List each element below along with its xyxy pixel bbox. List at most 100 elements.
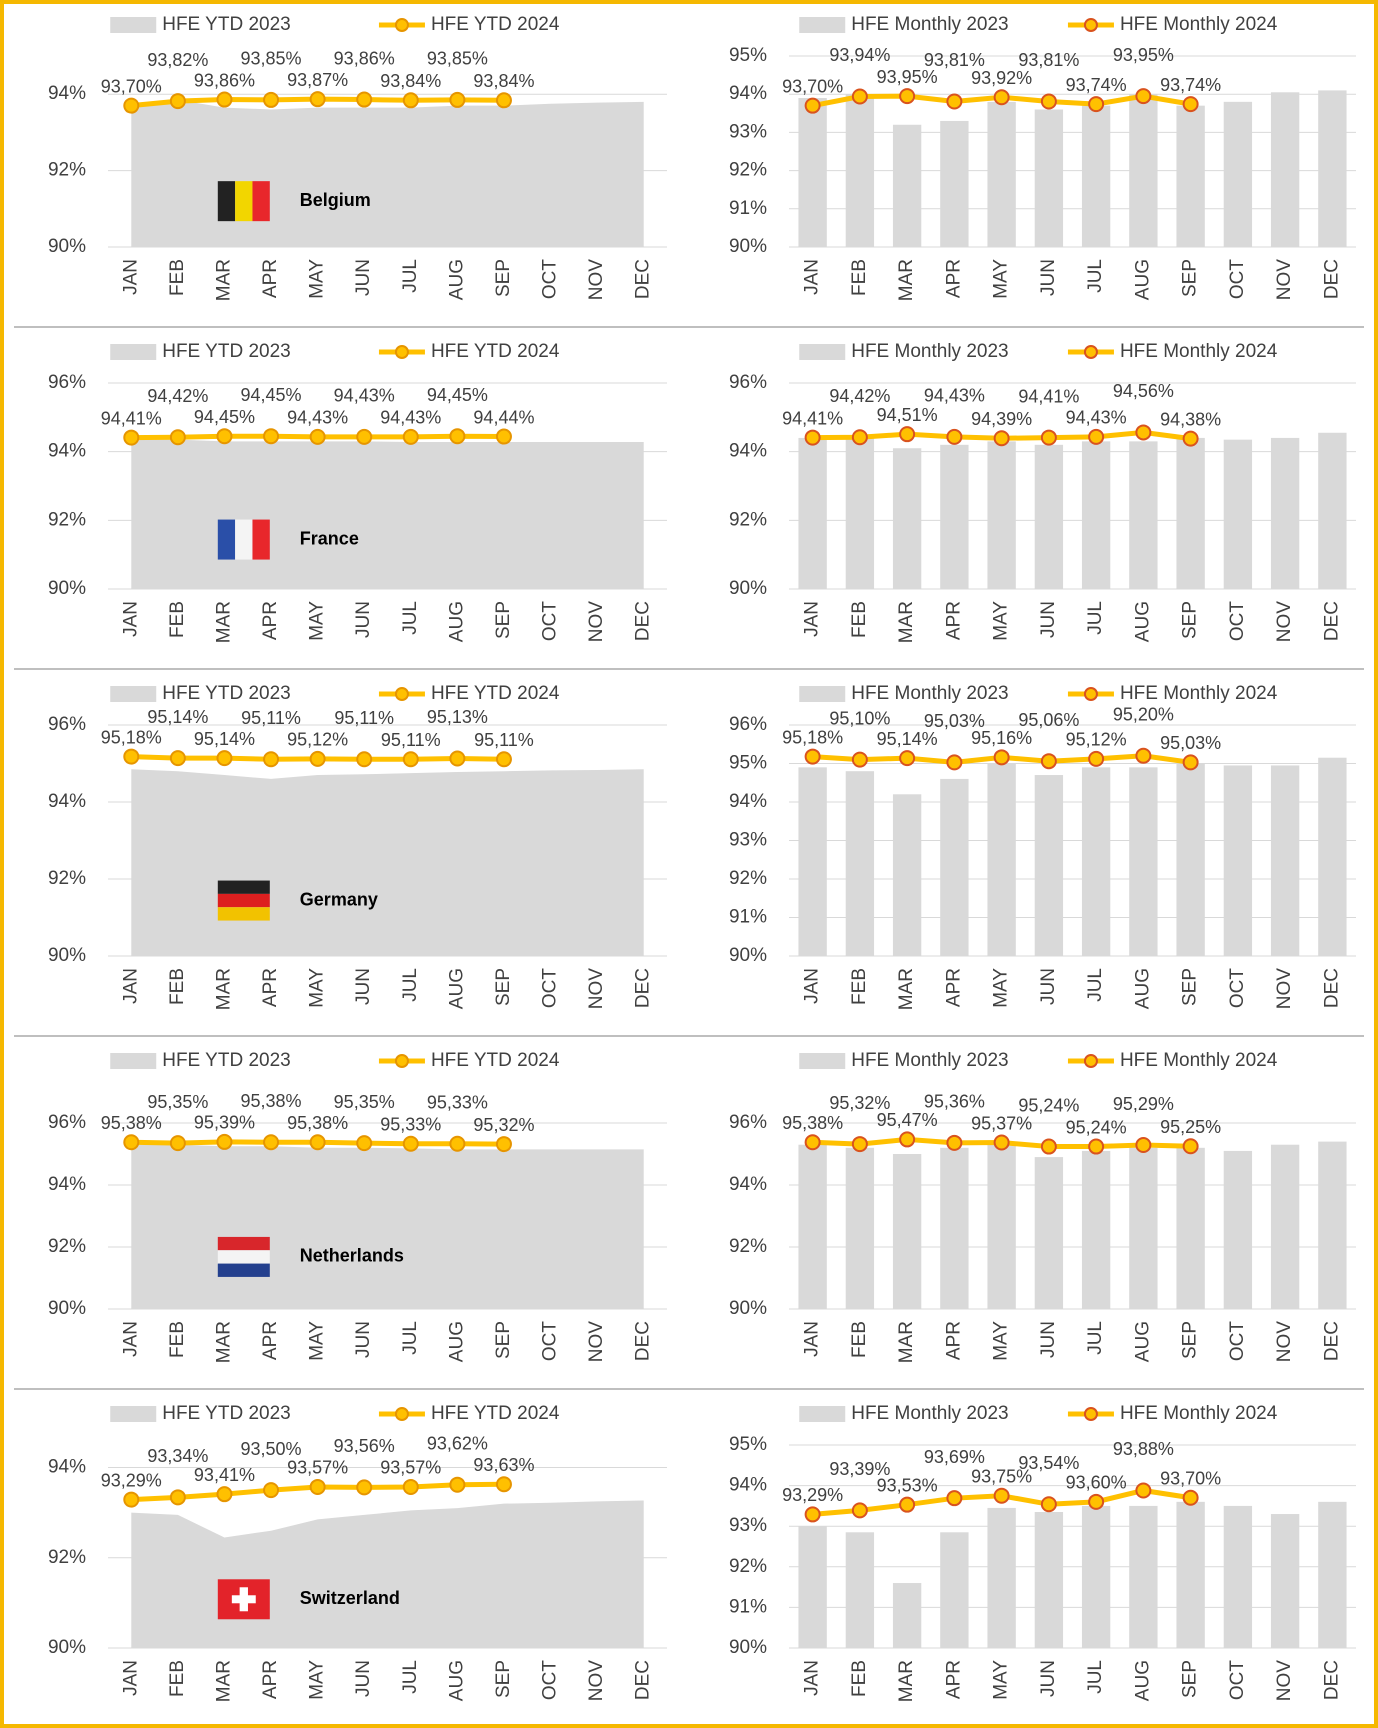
y-tick-label: 94% <box>729 791 767 812</box>
marker <box>804 429 821 446</box>
x-tick-label: JAN <box>120 968 141 1004</box>
x-tick-label: OCT <box>540 259 561 300</box>
marker <box>123 1491 140 1508</box>
marker <box>946 428 963 445</box>
legend-swatch <box>110 686 157 702</box>
marker <box>1088 96 1105 113</box>
y-tick-label: 94% <box>729 83 767 104</box>
country-label: France <box>300 528 359 548</box>
x-tick-label: FEB <box>849 601 870 638</box>
x-tick-label: APR <box>260 1321 281 1360</box>
marker <box>309 91 326 108</box>
legend-label: HFE YTD 2023 <box>162 1403 290 1424</box>
chart: 90% 91% 92% 93% 94% 95% JAN FEB MAR APR MAY JUN JUL A… <box>729 1403 1356 1702</box>
data-label: 93,82% <box>147 50 208 70</box>
data-label: 95,38% <box>287 1113 348 1133</box>
x-tick-label: OCT <box>1227 1660 1248 1701</box>
y-tick-label: 92% <box>729 1556 767 1577</box>
y-tick-label: 96% <box>48 372 86 393</box>
x-tick-label: NOV <box>586 1321 607 1363</box>
bar <box>1034 444 1064 589</box>
data-label: 94,45% <box>194 407 255 427</box>
x-tick-label: JAN <box>120 1321 141 1357</box>
marker <box>123 429 140 446</box>
marker <box>402 1478 419 1495</box>
y-tick-label: 96% <box>729 714 767 735</box>
data-label: 95,14% <box>877 729 938 749</box>
bar <box>1223 1150 1253 1309</box>
x-tick-label: MAR <box>896 1660 917 1702</box>
bar <box>1129 1147 1158 1309</box>
data-label: 95,12% <box>1066 730 1127 750</box>
data-label: 93,57% <box>380 1458 441 1478</box>
legend-marker <box>394 345 409 359</box>
data-label: 94,56% <box>1113 381 1174 401</box>
bar <box>987 101 1016 247</box>
marker <box>851 751 868 768</box>
x-tick-label: JUL <box>400 968 421 1002</box>
marker <box>1182 1489 1199 1506</box>
data-label: 93,60% <box>1066 1473 1127 1493</box>
x-tick-label: NOV <box>586 1660 607 1702</box>
bar <box>1129 767 1158 956</box>
marker <box>899 426 916 443</box>
marker <box>1135 424 1152 441</box>
y-tick-label: 90% <box>48 945 86 966</box>
marker <box>1040 753 1057 770</box>
x-tick-label: JUN <box>1038 968 1059 1005</box>
x-tick-label: MAR <box>213 259 234 301</box>
area <box>131 1144 644 1309</box>
x-tick-label: MAY <box>307 601 328 641</box>
chart: 90% 92% 94% 96% JAN FEB MAR APR MAY JUN JUL AUG SEP O… <box>48 683 667 1010</box>
legend-swatch <box>799 344 846 360</box>
x-tick-label: NOV <box>1274 259 1295 301</box>
x-tick-label: DEC <box>633 1321 654 1361</box>
data-label: 95,11% <box>474 730 534 750</box>
x-tick-label: MAY <box>307 259 328 299</box>
data-label: 94,43% <box>380 408 441 428</box>
data-label: 95,38% <box>101 1113 162 1133</box>
data-label: 93,86% <box>334 48 395 68</box>
x-tick-label: DEC <box>1321 1660 1342 1700</box>
flag-cross <box>231 1595 256 1604</box>
x-tick-label: JUN <box>353 601 374 638</box>
bar <box>1081 1150 1111 1309</box>
data-label: 93,70% <box>1160 1469 1221 1489</box>
x-tick-label: APR <box>260 1660 281 1699</box>
marker <box>449 428 466 445</box>
bar <box>1129 94 1158 247</box>
x-tick-label: SEP <box>1180 259 1201 297</box>
x-tick-label: JAN <box>120 259 141 295</box>
marker <box>216 750 233 767</box>
legend-swatch <box>110 1053 157 1069</box>
data-label: 94,39% <box>971 409 1032 429</box>
bar <box>1223 101 1253 247</box>
legend-swatch <box>799 1053 846 1069</box>
data-label: 93,34% <box>147 1446 208 1466</box>
y-tick-label: 95% <box>729 753 767 774</box>
marker <box>263 91 280 108</box>
x-tick-label: SEP <box>1180 1660 1201 1698</box>
bar <box>1034 1157 1064 1309</box>
x-tick-label: FEB <box>849 968 870 1005</box>
marker <box>851 88 868 105</box>
legend-label: HFE YTD 2024 <box>431 14 560 35</box>
bar <box>940 1147 969 1309</box>
data-label: 94,43% <box>334 386 395 406</box>
x-tick-label: NOV <box>1274 1660 1295 1702</box>
bar <box>1270 765 1300 956</box>
x-tick-label: AUG <box>446 259 467 300</box>
data-label: 95,38% <box>782 1113 843 1133</box>
flag-stripe <box>217 893 270 908</box>
area <box>131 99 644 248</box>
x-tick-label: OCT <box>1227 968 1248 1009</box>
x-tick-label: JAN <box>802 1660 823 1696</box>
x-tick-label: JAN <box>802 968 823 1004</box>
data-label: 93,39% <box>829 1459 890 1479</box>
marker <box>449 1135 466 1152</box>
x-tick-label: OCT <box>1227 259 1248 300</box>
x-tick-label: JUN <box>1038 1321 1059 1358</box>
x-tick-label: JAN <box>120 601 141 637</box>
y-tick-label: 94% <box>48 441 86 462</box>
marker <box>946 754 963 771</box>
